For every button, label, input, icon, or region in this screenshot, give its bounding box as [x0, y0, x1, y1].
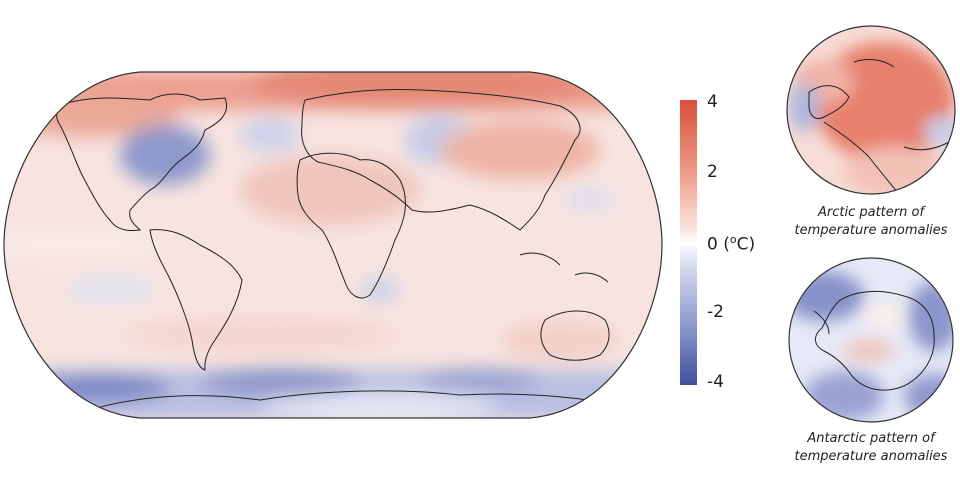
antarctic-inset-frame — [788, 257, 954, 423]
colorbar-gradient — [680, 100, 697, 385]
world-anomaly-map — [3, 71, 663, 419]
arctic-caption: Arctic pattern of temperature anomalies — [794, 205, 948, 238]
colorbar-tick-neg2: -2 — [707, 302, 724, 322]
colorbar-tick-2: 2 — [707, 162, 718, 182]
anomaly-field — [4, 72, 662, 418]
arctic-inset-map — [786, 25, 956, 195]
coastlines — [56, 88, 621, 411]
colorbar-tick-4: 4 — [707, 92, 718, 112]
antarctic-inset-map — [788, 257, 954, 423]
colorbar-tick-0: 0 (oC) — [707, 233, 756, 255]
arctic-inset-frame — [786, 25, 956, 195]
colorbar-tick-neg4: -4 — [707, 372, 724, 392]
antarctic-caption: Antarctic pattern of temperature anomali… — [794, 431, 948, 464]
map-frame — [3, 71, 663, 419]
colorbar-legend: 4 2 0 (oC) -2 -4 — [680, 94, 770, 392]
